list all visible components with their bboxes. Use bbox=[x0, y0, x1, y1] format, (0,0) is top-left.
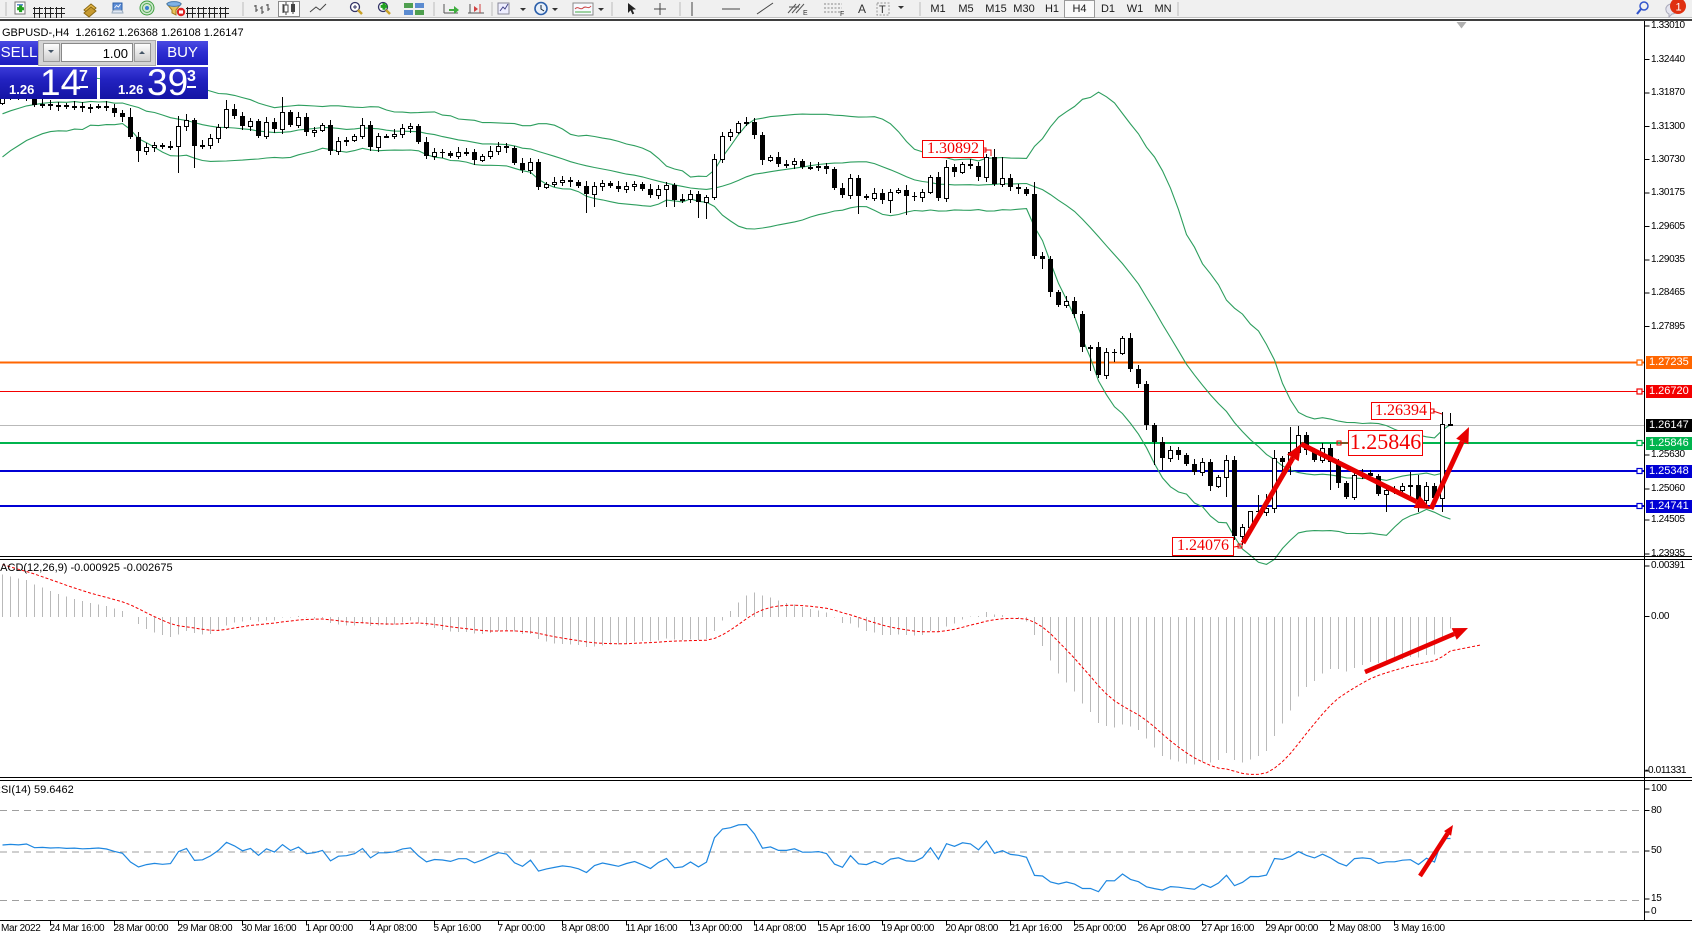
svg-text:A: A bbox=[858, 2, 866, 16]
svg-text:F: F bbox=[840, 11, 844, 18]
svg-text:1: 1 bbox=[1676, 2, 1682, 14]
svg-text:T: T bbox=[879, 4, 886, 16]
svg-text:E: E bbox=[803, 10, 808, 17]
